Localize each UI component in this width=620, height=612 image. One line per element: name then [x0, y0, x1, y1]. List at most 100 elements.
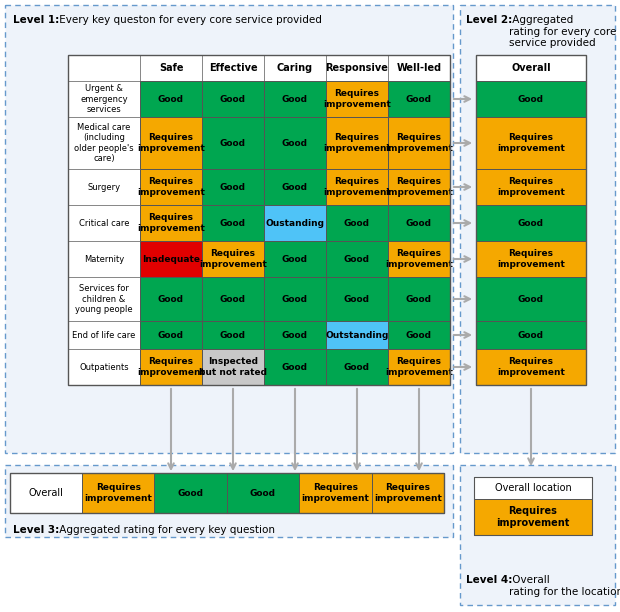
Text: Effective: Effective: [209, 63, 257, 73]
Bar: [140, 321, 202, 349]
Text: Good: Good: [518, 94, 544, 103]
Text: Aggregated
rating for every core
service provided: Aggregated rating for every core service…: [509, 15, 616, 48]
Text: Requires
improvement: Requires improvement: [385, 357, 453, 377]
Text: Good: Good: [282, 330, 308, 340]
Text: Requires
improvement: Requires improvement: [137, 357, 205, 377]
Bar: [476, 321, 586, 349]
Text: Level 2:: Level 2:: [466, 15, 512, 25]
Bar: [202, 117, 264, 169]
Text: Surgery: Surgery: [87, 182, 120, 192]
Text: Requires
improvement: Requires improvement: [497, 133, 565, 153]
Bar: [68, 349, 140, 385]
Bar: [388, 321, 450, 349]
Text: Requires
improvement: Requires improvement: [84, 483, 152, 502]
Text: Good: Good: [282, 94, 308, 103]
Bar: [10, 473, 82, 513]
Bar: [68, 117, 140, 169]
Text: Good: Good: [250, 488, 276, 498]
Text: Requires
improvement: Requires improvement: [137, 214, 205, 233]
Bar: [264, 241, 326, 277]
Bar: [68, 55, 140, 81]
Text: Good: Good: [158, 294, 184, 304]
Text: Good: Good: [220, 138, 246, 147]
Text: Requires
improvement: Requires improvement: [137, 133, 205, 153]
Bar: [202, 241, 264, 277]
Bar: [202, 55, 264, 81]
Text: Requires
improvement: Requires improvement: [497, 506, 570, 528]
Bar: [140, 349, 202, 385]
Text: Good: Good: [518, 294, 544, 304]
Bar: [326, 277, 388, 321]
Text: Inadequate: Inadequate: [142, 255, 200, 264]
Bar: [474, 477, 592, 535]
Text: Good: Good: [344, 218, 370, 228]
Bar: [140, 205, 202, 241]
Bar: [140, 81, 202, 117]
Text: Responsive: Responsive: [326, 63, 389, 73]
Bar: [388, 117, 450, 169]
Text: Good: Good: [158, 94, 184, 103]
Text: Good: Good: [177, 488, 203, 498]
Bar: [460, 5, 615, 453]
Bar: [5, 5, 453, 453]
Bar: [68, 321, 140, 349]
Bar: [264, 169, 326, 205]
Text: Requires
improvement: Requires improvement: [497, 249, 565, 269]
Text: Overall
rating for the location: Overall rating for the location: [509, 575, 620, 597]
Text: Good: Good: [406, 94, 432, 103]
Text: Requires
improvement: Requires improvement: [301, 483, 370, 502]
Bar: [140, 169, 202, 205]
Bar: [388, 241, 450, 277]
Text: Good: Good: [220, 182, 246, 192]
Bar: [202, 277, 264, 321]
Bar: [264, 55, 326, 81]
Text: Good: Good: [518, 330, 544, 340]
Text: Level 4:: Level 4:: [466, 575, 512, 585]
Text: Good: Good: [158, 330, 184, 340]
Bar: [476, 55, 586, 385]
Bar: [326, 55, 388, 81]
Bar: [264, 277, 326, 321]
Text: End of life care: End of life care: [73, 330, 136, 340]
Text: Overall location: Overall location: [495, 483, 572, 493]
Text: Good: Good: [220, 294, 246, 304]
Bar: [326, 241, 388, 277]
Text: Requires
improvement: Requires improvement: [137, 177, 205, 196]
Bar: [299, 473, 371, 513]
Bar: [154, 473, 227, 513]
Bar: [202, 81, 264, 117]
Text: Good: Good: [406, 294, 432, 304]
Text: Requires
improvement: Requires improvement: [385, 177, 453, 196]
Bar: [82, 473, 154, 513]
Text: Maternity: Maternity: [84, 255, 124, 264]
Bar: [264, 117, 326, 169]
Bar: [68, 277, 140, 321]
Text: Requires
improvement: Requires improvement: [199, 249, 267, 269]
Bar: [326, 349, 388, 385]
Text: Requires
improvement: Requires improvement: [497, 357, 565, 377]
Text: Requires
improvement: Requires improvement: [385, 249, 453, 269]
Bar: [476, 277, 586, 321]
Bar: [326, 117, 388, 169]
Text: Requires
improvement: Requires improvement: [497, 177, 565, 196]
Bar: [476, 205, 586, 241]
Bar: [388, 349, 450, 385]
Text: Good: Good: [220, 218, 246, 228]
Bar: [460, 465, 615, 605]
Bar: [68, 205, 140, 241]
Text: Good: Good: [518, 218, 544, 228]
Text: Every key queston for every core service provided: Every key queston for every core service…: [56, 15, 322, 25]
Bar: [371, 473, 444, 513]
Bar: [476, 81, 586, 117]
Bar: [326, 205, 388, 241]
Bar: [68, 55, 450, 385]
Bar: [326, 81, 388, 117]
Bar: [264, 205, 326, 241]
Text: Good: Good: [344, 294, 370, 304]
Text: Medical care
(including
older people's
care): Medical care (including older people's c…: [74, 123, 134, 163]
Bar: [476, 241, 586, 277]
Text: Good: Good: [220, 94, 246, 103]
Text: Good: Good: [282, 294, 308, 304]
Text: Urgent &
emergency
services: Urgent & emergency services: [80, 84, 128, 114]
Bar: [476, 117, 586, 169]
